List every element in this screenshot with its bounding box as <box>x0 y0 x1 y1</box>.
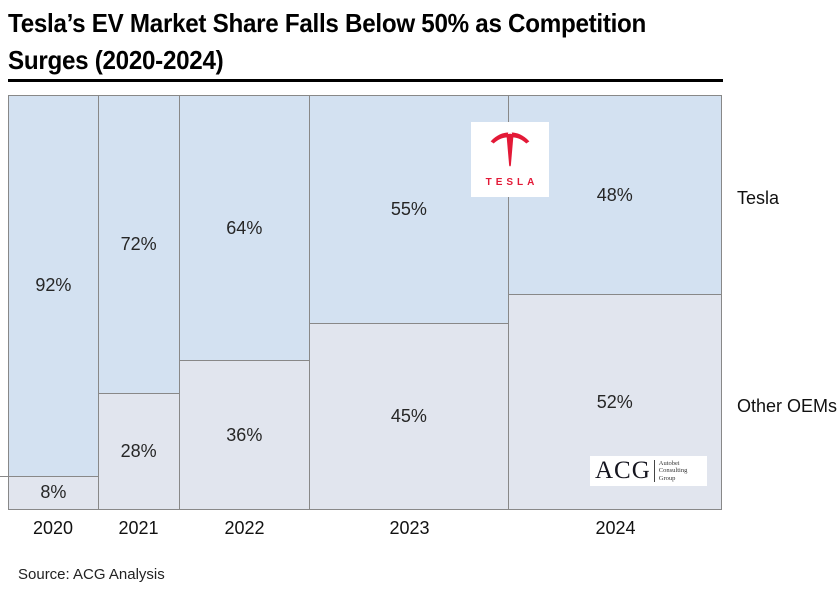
tesla-segment-2022: 64% <box>179 96 310 361</box>
tesla-wordmark: TESLA <box>485 177 539 188</box>
title-underline <box>8 79 723 82</box>
tesla-t-icon <box>490 132 530 167</box>
other-oems-segment-2023: 45% <box>310 323 508 509</box>
source-note: Source: ACG Analysis <box>18 566 165 583</box>
acg-logo-subtext: Autobei Consulting Group <box>658 459 688 482</box>
tesla-share-value-2021: 72% <box>120 234 157 255</box>
page-title: Tesla’s EV Market Share Falls Below 50% … <box>8 5 715 79</box>
other-oems-segment-2022: 36% <box>179 360 310 509</box>
page-title-line2: Surges (2020-2024) <box>8 45 224 75</box>
mekko-chart: 92% 8% 72% 28% 64% 36% 55% 45% 48% 52% <box>8 95 722 510</box>
acg-logo-text: ACG <box>595 457 651 484</box>
tesla-share-value-2022: 64% <box>226 217 263 238</box>
year-label-2023: 2023 <box>389 518 430 538</box>
series-label-tesla: Tesla <box>737 188 780 208</box>
column-2021: 72% 28% <box>98 96 180 509</box>
tesla-share-value-2024: 48% <box>596 184 633 205</box>
page-title-line1: Tesla’s EV Market Share Falls Below 50% … <box>8 8 647 38</box>
series-label-other-oems: Other OEMs <box>737 396 837 416</box>
other-oems-segment-2020: 8% <box>9 475 98 509</box>
year-label-2022: 2022 <box>224 518 265 538</box>
tesla-segment-2021: 72% <box>98 96 179 394</box>
other-oems-segment-2021: 28% <box>98 393 179 509</box>
axis-tick <box>0 476 8 477</box>
other-oems-share-value-2023: 45% <box>390 406 427 427</box>
other-oems-share-value-2024: 52% <box>596 391 633 412</box>
other-oems-share-value-2021: 28% <box>120 441 157 462</box>
tesla-logo: TESLA <box>471 122 549 197</box>
acg-logo-divider <box>653 460 655 482</box>
column-2020: 92% 8% <box>9 96 99 509</box>
acg-logo: ACG Autobei Consulting Group <box>590 456 707 486</box>
tesla-share-value-2023: 55% <box>390 199 427 220</box>
year-label-2024: 2024 <box>595 518 636 538</box>
other-oems-share-value-2022: 36% <box>226 424 263 445</box>
other-oems-share-value-2020: 8% <box>40 482 67 503</box>
tesla-share-value-2020: 92% <box>35 275 72 296</box>
year-label-2020: 2020 <box>32 518 73 538</box>
column-2022: 64% 36% <box>179 96 311 509</box>
tesla-segment-2020: 92% <box>9 96 98 476</box>
x-axis-year-labels: 2020 2021 2022 2023 2024 <box>8 510 722 547</box>
year-label-2021: 2021 <box>118 518 159 538</box>
